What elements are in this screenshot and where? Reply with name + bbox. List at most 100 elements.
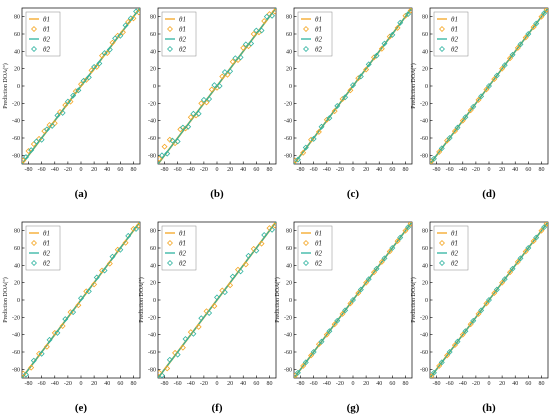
y-tick-label: -60 — [284, 350, 292, 356]
data-point-theta2-hat — [174, 351, 181, 358]
y-tick-label: 20 — [150, 67, 156, 73]
data-point-theta2-hat — [182, 336, 189, 342]
chart-panel-a: -80 -60 -40 -20 0 20 40 60 80 -80 -60 -40 -20 0 20 40 60… — [2, 7, 141, 200]
data-point-theta2-hat — [397, 234, 404, 241]
data-point-theta2-hat — [263, 13, 270, 20]
legend-label: θ̂2 — [43, 260, 50, 268]
x-tick-label: -20 — [336, 381, 344, 387]
data-point-theta1-hat — [258, 240, 265, 247]
data-point-theta2-hat — [101, 267, 108, 274]
y-tick-label: 80 — [14, 229, 20, 235]
legend-diamond-icon — [167, 260, 173, 266]
legend-label: θ̂1 — [315, 240, 322, 248]
x-tick-label: 40 — [104, 167, 110, 173]
data-point-theta2-hat — [405, 224, 412, 231]
x-tick-label: -60 — [174, 167, 182, 173]
legend-diamond-icon — [303, 240, 309, 246]
legend-diamond-icon — [167, 240, 173, 246]
data-point-theta1-hat — [483, 86, 490, 93]
data-point-theta1-hat — [436, 148, 443, 155]
y-tick-label: 20 — [422, 281, 428, 287]
x-tick-label: 0 — [488, 381, 491, 387]
x-tick-label: -60 — [310, 381, 318, 387]
y-tick-label: -20 — [148, 315, 156, 321]
data-point-theta1-hat — [543, 222, 548, 227]
data-point-theta1-hat — [135, 222, 140, 229]
data-point-theta2-hat — [122, 22, 129, 29]
data-point-theta1-hat — [235, 266, 241, 273]
y-axis-label: Prediction DOA(°) — [274, 277, 281, 323]
x-tick-label: -20 — [472, 167, 480, 173]
x-tick-label: -80 — [297, 167, 305, 173]
x-tick-label: 80 — [266, 167, 272, 173]
data-point-theta2-hat — [80, 77, 87, 84]
data-point-theta1-hat — [219, 73, 226, 80]
legend-label: θ1 — [451, 230, 458, 238]
data-point-theta2-hat — [109, 253, 116, 260]
y-tick-label: 20 — [150, 281, 156, 287]
data-point-theta2-hat — [248, 40, 255, 47]
y-tick-label: 60 — [286, 32, 292, 38]
data-point-theta2-hat — [541, 10, 548, 17]
legend-diamond-icon — [303, 46, 309, 52]
data-point-theta2-hat — [525, 31, 532, 37]
data-point-theta2-hat — [75, 87, 82, 94]
x-tick-label: -20 — [64, 381, 72, 387]
data-point-theta2-hat — [294, 369, 301, 376]
data-point-theta2-hat — [54, 112, 61, 119]
x-tick-label: 0 — [80, 381, 83, 387]
data-point-theta1-hat — [106, 260, 113, 267]
data-point-theta2-hat — [430, 369, 437, 376]
data-point-theta2-hat — [310, 349, 317, 355]
data-point-theta2-hat — [206, 96, 213, 102]
data-point-theta1-hat — [78, 81, 84, 88]
x-tick-label: -80 — [25, 381, 33, 387]
data-point-theta1-hat — [67, 98, 74, 105]
data-point-theta2-hat — [373, 265, 380, 272]
x-tick-label: 80 — [402, 381, 408, 387]
y-tick-label: 80 — [286, 15, 292, 21]
data-point-theta2-hat — [59, 109, 66, 116]
data-point-theta2-hat — [509, 265, 516, 272]
data-point-theta1-hat — [308, 352, 315, 359]
plot-area — [22, 8, 140, 164]
x-tick-label: 80 — [538, 381, 544, 387]
data-point-theta1-hat — [371, 269, 377, 276]
data-point-theta2-hat — [357, 286, 364, 293]
legend-label: θ2 — [315, 36, 322, 44]
chart-panel-f: -80 -60 -40 -20 0 20 40 60 80 -80 -60 -40 -20 0 20 40 60… — [138, 221, 277, 414]
x-tick-label: -20 — [64, 167, 72, 173]
data-point-theta1-hat — [467, 107, 474, 114]
data-point-theta2-hat — [28, 147, 35, 154]
data-point-theta2-hat — [269, 12, 276, 19]
y-tick-label: -80 — [12, 367, 20, 373]
y-tick-label: 60 — [422, 32, 428, 38]
data-point-theta1-hat — [323, 331, 330, 338]
legend: θ1 θ̂1 θ2 θ̂2 — [297, 225, 333, 271]
y-tick-label: 0 — [425, 84, 428, 90]
data-point-theta2-hat — [85, 74, 92, 81]
legend-label: θ̂1 — [451, 240, 458, 248]
data-point-theta1-hat — [208, 86, 215, 93]
y-tick-label: 0 — [153, 84, 156, 90]
data-point-theta1-hat — [394, 238, 401, 245]
x-tick-label: 60 — [389, 381, 395, 387]
data-point-theta2-hat — [70, 92, 77, 99]
data-point-theta2-hat — [253, 27, 260, 34]
legend-label: θ2 — [451, 250, 458, 258]
x-tick-label: -40 — [51, 381, 59, 387]
data-point-theta2-hat — [258, 27, 265, 34]
y-tick-label: -40 — [148, 119, 156, 125]
y-tick-label: -20 — [12, 315, 20, 321]
data-point-theta2-hat — [133, 225, 140, 232]
data-point-theta2-hat — [158, 152, 165, 159]
x-tick-label: -20 — [472, 381, 480, 387]
data-point-theta2-hat — [133, 8, 140, 15]
data-point-theta2-hat — [195, 110, 202, 117]
data-point-theta2-hat — [237, 268, 244, 275]
data-point-theta1-hat — [294, 157, 299, 164]
x-tick-label: 20 — [91, 167, 97, 173]
data-point-theta1-hat — [514, 258, 521, 265]
data-point-theta2-hat — [509, 51, 516, 58]
